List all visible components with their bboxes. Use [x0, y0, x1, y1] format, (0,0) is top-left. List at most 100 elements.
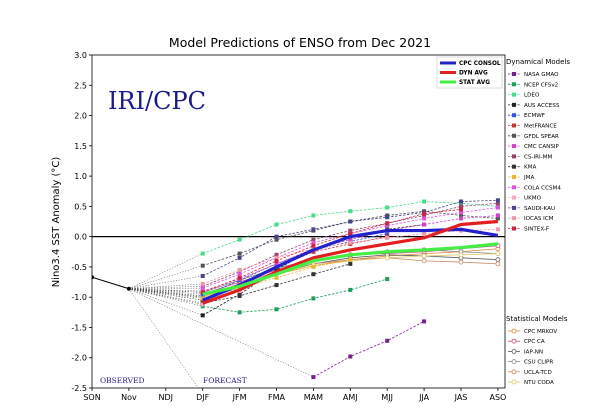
- data-point: [200, 313, 205, 318]
- data-point: [311, 237, 316, 242]
- legend-marker: [512, 133, 516, 138]
- observed-line: [92, 276, 130, 290]
- y-tick-label: 0.5: [74, 202, 87, 211]
- y-tick-label: 0.0: [74, 233, 87, 242]
- forecast-label: FORECAST: [203, 376, 247, 385]
- consensus-legend: CPC CONSOL DYN AVG STAT AVG: [436, 56, 503, 89]
- legend-label: DYN AVG: [459, 71, 488, 77]
- legend-marker: [512, 195, 516, 200]
- data-point: [459, 199, 463, 204]
- data-point: [237, 293, 242, 298]
- data-point: [348, 261, 353, 266]
- legend-marker: [512, 72, 516, 76]
- data-point: [311, 243, 316, 248]
- data-point: [274, 261, 279, 266]
- y-tick-label: 2.5: [74, 81, 87, 90]
- data-point: [421, 258, 427, 264]
- x-tick-label: JFM: [232, 393, 247, 402]
- series-sintex-f: [200, 207, 463, 295]
- data-point: [237, 286, 242, 291]
- y-axis-label: Nino3.4 SST Anomaly (°C): [51, 157, 62, 288]
- data-point: [459, 210, 463, 215]
- fan-line: [128, 265, 203, 289]
- legend-label: CS-IRI-MM: [524, 154, 553, 160]
- legend-marker: [512, 154, 516, 159]
- data-point: [384, 255, 390, 261]
- series-nasa-gmao: [311, 319, 427, 380]
- legend-marker: [512, 102, 516, 107]
- y-tick-label: -2.0: [71, 354, 87, 363]
- legend-marker: [512, 82, 516, 87]
- data-point: [237, 272, 242, 277]
- y-tick-label: 2.0: [74, 112, 87, 121]
- fan-line: [128, 286, 203, 289]
- series-line: [202, 208, 462, 293]
- legend-label: NCEP CFSv2: [524, 82, 558, 88]
- legend-label: ECMWF: [524, 113, 545, 119]
- data-point: [459, 204, 463, 209]
- data-point: [422, 319, 427, 324]
- data-point: [385, 231, 390, 236]
- data-point: [311, 227, 316, 232]
- fan-line: [128, 288, 203, 301]
- data-point: [311, 272, 316, 277]
- data-point: [237, 237, 242, 242]
- series-ncep-cfsv2: [200, 277, 390, 315]
- x-tick-label: MAM: [304, 393, 323, 402]
- data-point: [348, 257, 353, 262]
- legend-label: JMA: [523, 175, 534, 181]
- legend-label: CPC CA: [524, 339, 545, 345]
- data-point: [200, 290, 205, 295]
- data-point: [495, 213, 500, 218]
- data-point: [422, 199, 427, 204]
- data-point: [459, 213, 463, 218]
- legend-label: IOCAS ICM: [524, 216, 554, 222]
- legend-marker: [511, 379, 517, 385]
- legend-marker: [511, 348, 517, 354]
- legend-label: UKMO: [524, 196, 542, 202]
- legend-label: CPC MRKOV: [524, 329, 557, 335]
- data-point: [422, 231, 427, 236]
- legend-marker: [512, 175, 516, 179]
- fan-line: [128, 288, 203, 316]
- data-point: [311, 240, 316, 245]
- fan-line: [128, 288, 314, 378]
- legend-marker: [512, 113, 516, 118]
- data-point: [385, 235, 390, 240]
- data-point: [237, 255, 242, 260]
- data-point: [348, 231, 353, 236]
- data-point: [385, 223, 390, 228]
- data-point: [422, 211, 427, 216]
- chart-title: Model Predictions of ENSO from Dec 2021: [169, 35, 431, 50]
- consensus-stat-avg: [202, 242, 499, 296]
- legend-label: COLA CCSM4: [524, 185, 561, 191]
- data-point: [422, 216, 427, 221]
- data-point: [495, 201, 500, 206]
- observed-series: [92, 275, 131, 291]
- fan-line: [128, 288, 203, 298]
- x-tick-label: NDJ: [159, 393, 174, 402]
- data-point: [495, 216, 500, 221]
- legend-label: MetFRANCE: [524, 124, 557, 130]
- legend-label: CMC CANSIP: [524, 144, 560, 150]
- data-point: [274, 222, 279, 227]
- data-point: [495, 227, 500, 232]
- y-tick-label: 3.0: [74, 51, 87, 60]
- legend-label: CSU CLIPR: [524, 360, 553, 366]
- plot-frame: [91, 54, 506, 389]
- data-point: [237, 275, 242, 280]
- y-tick-label: 1.5: [74, 142, 87, 151]
- legend-marker: [511, 369, 517, 375]
- x-tick-label: SON: [83, 393, 100, 402]
- y-axis: -2.5 -2.0 -1.5 -1.0 -0.5 0.0 0.5 1.0 1.5 2.0 2.5 3.…: [71, 51, 92, 393]
- x-axis: SON Nov NDJ DJF JFM FMA MAM AMJ MJJ JJA JAS ASO: [83, 388, 506, 402]
- dynamical-legend: NASA GMAO NCEP CFSv2 LDEO AUS ACCESS ECMWF Me…: [508, 72, 561, 233]
- data-point: [274, 237, 279, 242]
- series-line: [202, 278, 388, 313]
- data-point: [274, 258, 279, 263]
- data-point: [422, 222, 427, 227]
- iri-cpc-logo-text: IRI/CPC: [108, 87, 206, 115]
- legend-label: AUS ACCESS: [524, 103, 560, 109]
- data-point: [385, 221, 390, 226]
- legend-label: SINTEX-F: [524, 227, 549, 233]
